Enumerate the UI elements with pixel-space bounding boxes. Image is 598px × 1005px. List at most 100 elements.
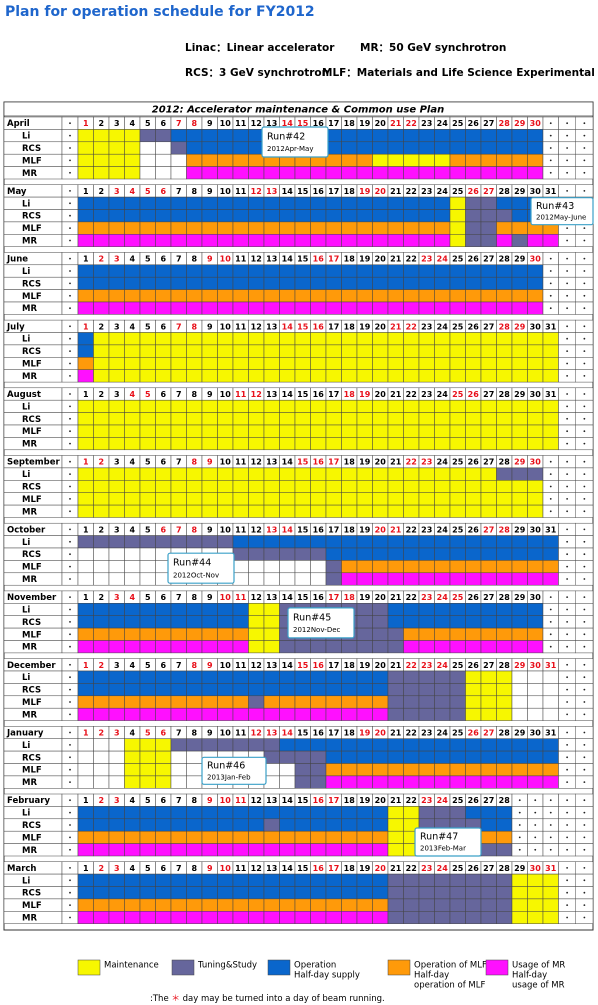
schedule-cell [170,332,187,346]
schedule-cell [372,670,389,684]
schedule-cell [108,344,125,358]
schedule-cell [217,640,234,654]
schedule-cell [465,670,482,684]
schedule-cell [496,153,513,167]
day-number: 6 [160,390,166,399]
row-label: Li [22,876,30,886]
schedule-cell [434,129,451,143]
schedule-cell [294,276,311,290]
day-number: 11 [235,864,247,873]
schedule-cell [356,332,373,346]
schedule-cell [124,344,141,358]
schedule-cell [77,750,94,764]
schedule-cell [356,843,373,857]
dot [69,325,71,328]
dot [583,417,586,420]
dot [566,781,569,783]
schedule-cell [93,209,110,223]
schedule-cell [263,166,280,180]
day-number: 31 [545,864,557,873]
schedule-cell [294,547,311,561]
schedule-cell [155,234,172,247]
day-number: 26 [468,661,480,670]
schedule-cell [372,603,389,616]
schedule-cell [139,547,156,561]
schedule-cell [186,129,203,143]
schedule-cell [124,818,141,832]
schedule-cell [372,234,389,247]
day-number: 9 [207,796,213,805]
schedule-cell [217,369,234,383]
schedule-cell [496,707,513,721]
schedule-cell [186,399,203,413]
schedule-cell [387,399,404,413]
schedule-cell [232,627,249,641]
schedule-cell [310,264,327,278]
dot [549,294,552,297]
schedule-cell [248,843,265,857]
day-number: 2 [98,458,104,467]
schedule-cell [496,424,513,438]
schedule-cell [201,289,218,303]
dot [69,460,71,463]
schedule-cell [434,221,451,235]
schedule-cell [403,196,420,210]
schedule-cell [186,843,203,857]
schedule-cell [108,412,125,426]
schedule-cell [217,898,234,912]
schedule-cell [248,707,265,721]
schedule-cell [201,695,218,709]
schedule-cell [232,886,249,900]
schedule-cell [93,344,110,358]
schedule-cell [248,806,265,820]
day-number: 4 [129,593,135,602]
schedule-cell [418,480,435,493]
schedule-cell [310,830,327,844]
schedule-cell [310,166,327,180]
schedule-cell [217,424,234,438]
schedule-cell [77,129,94,143]
schedule-cell [124,166,141,180]
schedule-cell [356,750,373,764]
schedule-cell [139,560,156,574]
schedule-cell [480,264,497,278]
row-label: Li [22,606,30,616]
dot [583,824,586,826]
dot [566,879,569,882]
schedule-cell [418,437,435,451]
schedule-cell [155,467,172,481]
schedule-cell [465,615,482,629]
schedule-cell [341,763,358,777]
schedule-cell [294,492,311,506]
dot [69,781,71,783]
schedule-cell [496,301,513,315]
schedule-cell [403,399,420,413]
dot [69,540,71,543]
schedule-cell [93,627,110,641]
schedule-cell [449,424,466,438]
table-title: 2012: Accelerator maintenance & Common u… [152,105,444,116]
schedule-cell [449,615,466,629]
schedule-cell [434,234,451,247]
dot [566,134,569,137]
schedule-cell [480,738,497,752]
schedule-cell [341,129,358,143]
schedule-cell [341,707,358,721]
schedule-cell [372,843,389,857]
day-number: 12 [251,458,262,467]
schedule-cell [186,344,203,358]
schedule-cell [93,264,110,278]
day-number: 23 [421,525,432,534]
schedule-cell [527,412,544,426]
schedule-cell [434,357,451,370]
dot [69,916,71,919]
row-label: RCS [22,212,41,222]
schedule-cell [232,412,249,426]
dot [583,337,586,340]
schedule-cell [527,775,544,789]
schedule-cell [480,289,497,303]
schedule-cell [480,480,497,493]
schedule-cell [294,898,311,912]
schedule-cell [341,412,358,426]
schedule-cell [248,344,265,358]
